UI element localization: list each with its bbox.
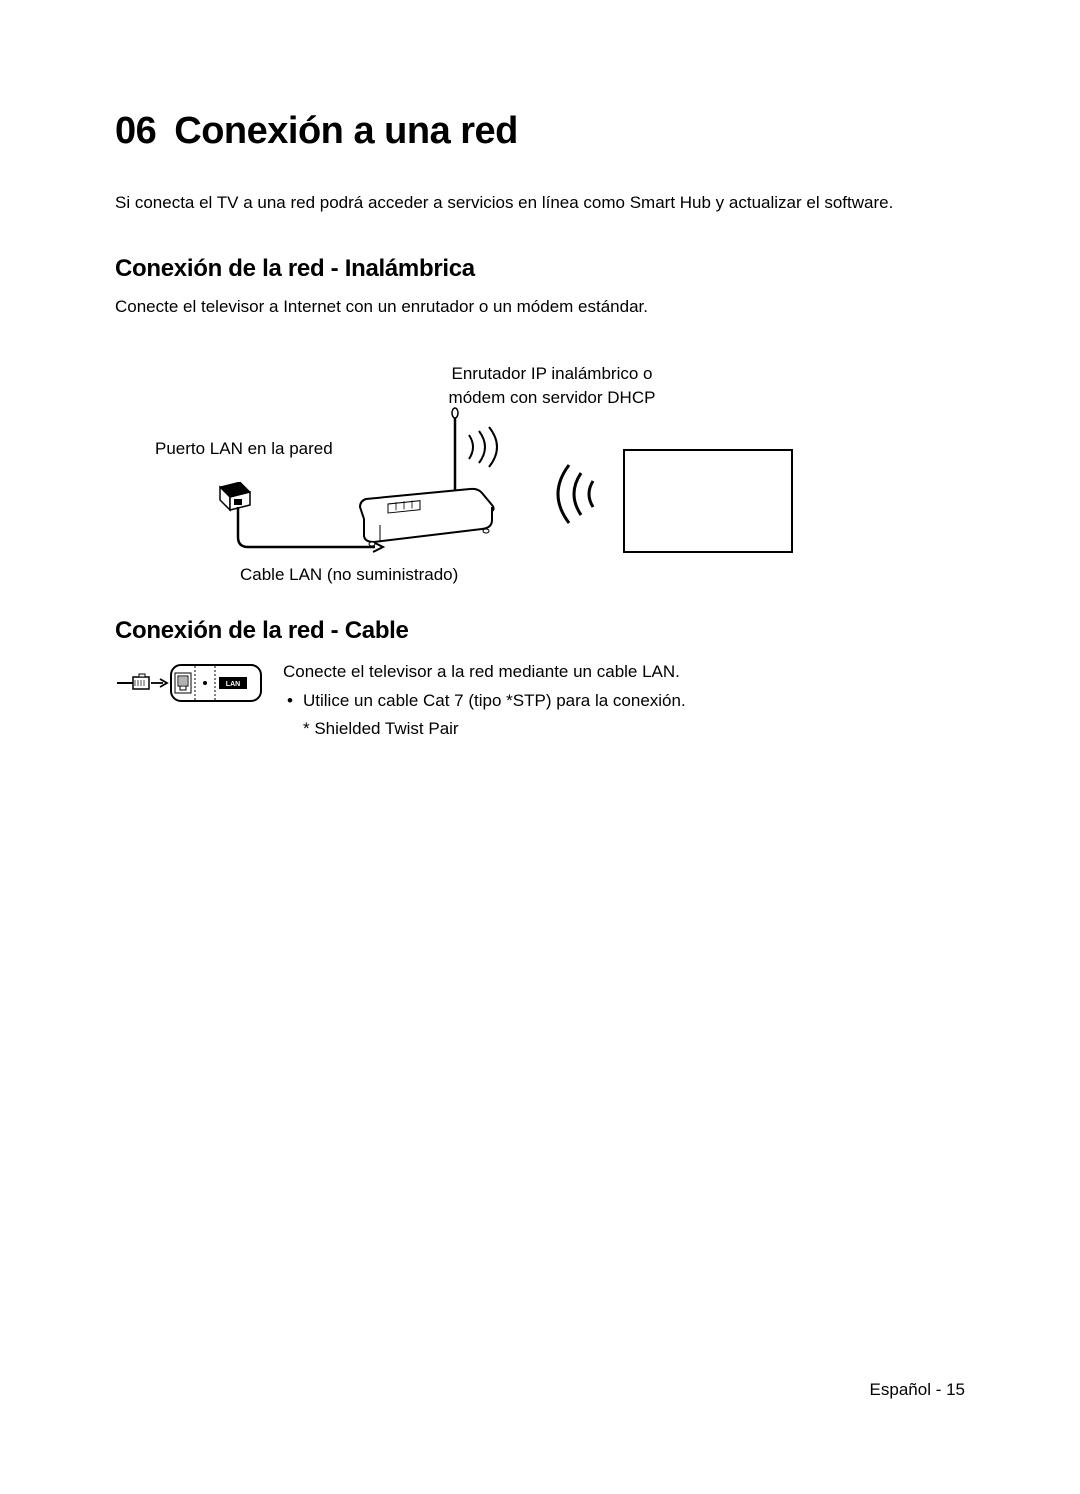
footer-language: Español	[870, 1380, 931, 1399]
wifi-receive-icon	[551, 459, 606, 529]
cable-label: Cable LAN (no suministrado)	[240, 565, 458, 585]
cable-footnote: * Shielded Twist Pair	[283, 716, 686, 742]
lan-port-icon: LAN	[115, 661, 265, 705]
wall-port-label: Puerto LAN en la pared	[155, 439, 333, 459]
lan-port-label: LAN	[226, 681, 240, 688]
page-footer: Español - 15	[870, 1380, 965, 1400]
wireless-diagram: Enrutador IP inalámbrico o módem con ser…	[115, 347, 965, 597]
router-label-line2: módem con servidor DHCP	[449, 388, 656, 407]
cable-body: Conecte el televisor a la red mediante u…	[283, 659, 686, 685]
intro-paragraph: Si conecta el TV a una red podrá acceder…	[115, 191, 965, 215]
router-label-line1: Enrutador IP inalámbrico o	[452, 364, 653, 383]
footer-separator: -	[931, 1380, 946, 1399]
tv-icon	[623, 449, 793, 553]
chapter-number: 06	[115, 110, 156, 152]
cable-bullet: Utilice un cable Cat 7 (tipo *STP) para …	[283, 688, 686, 714]
chapter-title-text: Conexión a una red	[174, 110, 518, 152]
wifi-emit-icon	[463, 425, 513, 470]
wireless-heading: Conexión de la red - Inalámbrica	[115, 255, 965, 283]
wireless-body: Conecte el televisor a Internet con un e…	[115, 297, 965, 317]
chapter-title: 06 Conexión a una red	[115, 110, 965, 153]
footer-page: 15	[946, 1380, 965, 1399]
router-label: Enrutador IP inalámbrico o módem con ser…	[412, 362, 692, 410]
cable-heading: Conexión de la red - Cable	[115, 617, 965, 645]
